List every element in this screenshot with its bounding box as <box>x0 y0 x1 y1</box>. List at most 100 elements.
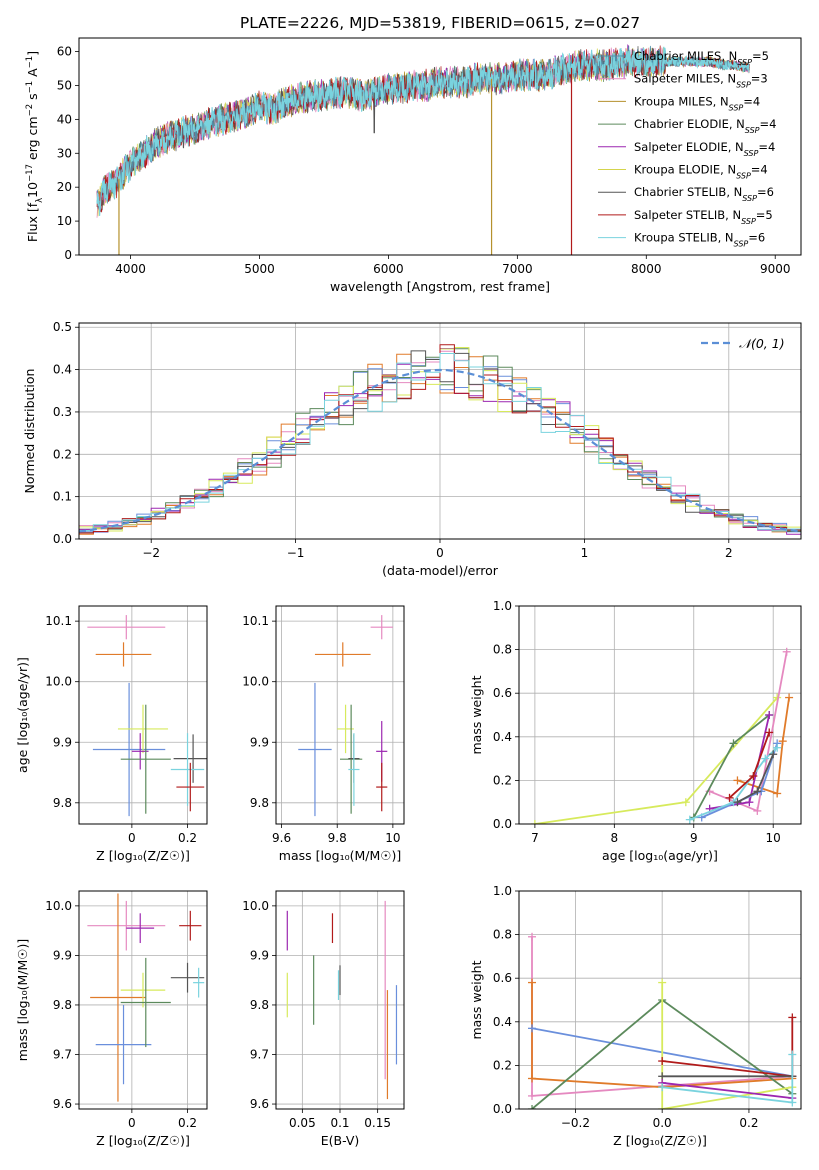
legend-sub: SSP <box>736 80 751 89</box>
spectrum-xlabel: wavelength [Angstrom, rest frame] <box>330 279 550 294</box>
age_vs_Z-axes: 0 0.2 9.8 9.9 10.0 10.1 Z [log₁₀(Z/Z☉)] age [lo… <box>15 606 207 863</box>
y-tick-label: 0.3 <box>53 405 72 419</box>
legend-sub: SSP <box>745 126 760 135</box>
ylabel-part: −1 <box>25 56 35 69</box>
weight_vs_Z-lines <box>528 932 797 1109</box>
x-tick-label: 10 <box>385 831 400 845</box>
y-tick-label: 1.0 <box>493 884 512 898</box>
y-tick-label: 0.4 <box>53 363 72 377</box>
legend-text: =5 <box>752 49 769 63</box>
y-tick-label: 9.8 <box>53 998 72 1012</box>
x-tick-label: 0 <box>128 831 136 845</box>
x-tick-label: 4000 <box>115 262 146 276</box>
legend-label-salpeter_miles: Salpeter MILES, NSSP=3 <box>634 72 768 90</box>
y-tick-label: 0.6 <box>493 686 512 700</box>
x-tick-label: −0.2 <box>561 1116 590 1130</box>
spectrum-frame <box>78 37 802 256</box>
residuals-frame <box>78 322 802 540</box>
legend-text: Kroupa MILES, N <box>634 94 729 108</box>
x-tick-label: 9000 <box>760 262 791 276</box>
y-tick-label: 10.0 <box>45 899 72 913</box>
mass_vs_ebv-frame <box>275 890 405 1110</box>
legend-label-chabrier_elodie: Chabrier ELODIE, NSSP=4 <box>634 117 776 135</box>
legend-sub: SSP <box>742 194 757 203</box>
y-tick-label: 0.4 <box>493 1015 512 1029</box>
y-tick-label: 0.8 <box>493 928 512 942</box>
legend-sub: SSP <box>737 58 752 67</box>
legend-label-chabrier_stelib: Chabrier STELIB, NSSP=6 <box>634 185 774 203</box>
legend-sub: SSP <box>744 148 759 157</box>
ylabel-part: Flux [f <box>25 202 40 242</box>
legend-text: Salpeter STELIB, N <box>634 208 741 222</box>
y-tick-label: 10.0 <box>242 675 269 689</box>
legend-label-kroupa_miles: Kroupa MILES, NSSP=4 <box>634 94 760 112</box>
x-tick-label: 0.05 <box>289 1116 316 1130</box>
legend-text: =3 <box>751 72 768 86</box>
spectrum-ylabel: Flux [fλ10−17 erg cm−2 s−1 A−1] <box>25 51 45 242</box>
legend-text: Chabrier STELIB, N <box>634 185 742 199</box>
legend-sub: SSP <box>736 171 751 180</box>
y-tick-label: 10.1 <box>242 614 269 628</box>
x-tick-label: 8000 <box>631 262 662 276</box>
y-tick-label: 1.0 <box>493 599 512 613</box>
age_vs_Z-frame <box>78 605 208 825</box>
y-tick-label: 30 <box>57 146 72 160</box>
y-tick-label: 10.1 <box>45 614 72 628</box>
weight-line-yellow <box>661 982 793 1109</box>
weight_vs_age-xlabel: age [log₁₀(age/yr)] <box>602 848 718 863</box>
residuals-ylabel: Normed distribution <box>22 369 37 494</box>
y-tick-label: 40 <box>57 112 72 126</box>
x-tick-label: −2 <box>142 546 160 560</box>
legend-text: Salpeter MILES, N <box>634 72 736 86</box>
x-tick-label: 9.6 <box>272 831 291 845</box>
y-tick-label: 60 <box>57 45 72 59</box>
weight_vs_age-lines <box>530 647 794 824</box>
x-tick-label: 0.0 <box>653 1116 672 1130</box>
mass_vs_Z-axes: 0 0.2 9.6 9.7 9.8 9.9 10.0 Z [log₁₀(Z/Z☉)] mass … <box>15 891 207 1148</box>
y-tick-label: 0.1 <box>53 490 72 504</box>
legend-text: Kroupa ELODIE, N <box>634 163 736 177</box>
legend-text: =6 <box>748 231 765 245</box>
legend-text: =4 <box>760 117 777 131</box>
legend-text: Chabrier MILES, N <box>634 49 737 63</box>
y-tick-label: 0.2 <box>53 447 72 461</box>
residual-histograms <box>79 344 801 535</box>
x-tick-label: 0.15 <box>364 1116 391 1130</box>
legend-text: Kroupa STELIB, N <box>634 231 734 245</box>
residuals-xlabel: (data-model)/error <box>382 563 499 578</box>
mass_vs_Z-frame <box>78 890 208 1110</box>
age_vs_mass-points <box>298 615 393 817</box>
legend-sub: SSP <box>734 239 749 248</box>
y-tick-label: 9.7 <box>53 1048 72 1062</box>
x-tick-label: 0.1 <box>330 1116 349 1130</box>
legend-text: =4 <box>743 94 760 108</box>
ylabel-part: s <box>25 93 40 104</box>
weight-line-orange <box>737 697 790 795</box>
legend-text: Salpeter ELODIE, N <box>634 140 744 154</box>
y-tick-label: 0.6 <box>493 971 512 985</box>
y-tick-label: 9.6 <box>53 1097 72 1111</box>
y-tick-label: 9.6 <box>250 1097 269 1111</box>
ylabel-part: −17 <box>25 164 35 182</box>
y-tick-label: 10 <box>57 214 72 228</box>
y-tick-label: 0.8 <box>493 643 512 657</box>
x-tick-label: 0 <box>436 546 444 560</box>
spectrum-axes: 4000 5000 6000 7000 8000 9000 0 10 20 30 40 50 60 wav… <box>57 45 791 294</box>
age_vs_Z-xlabel: Z [log₁₀(Z/Z☉)] <box>96 848 190 863</box>
legend-label-kroupa_stelib: Kroupa STELIB, NSSP=6 <box>634 231 765 249</box>
ylabel-part: −1 <box>25 81 35 94</box>
y-tick-label: 20 <box>57 180 72 194</box>
y-tick-label: 0.0 <box>53 532 72 546</box>
panels: 4000 5000 6000 7000 8000 90000102030405060wav… <box>15 37 802 1148</box>
age_vs_Z-ylabel: age [log₁₀(age/yr)] <box>15 657 30 773</box>
x-tick-label: 6000 <box>373 262 404 276</box>
mass_vs_ebv-axes: 0.05 0.1 0.15 9.6 9.7 9.8 9.9 10.0 E(B-V) <box>242 891 404 1148</box>
legend-label-salpeter_stelib: Salpeter STELIB, NSSP=5 <box>634 208 773 226</box>
y-tick-label: 0 <box>64 248 72 262</box>
x-tick-label: 2 <box>725 546 733 560</box>
y-tick-label: 9.9 <box>250 735 269 749</box>
spectrum-lines <box>96 44 750 255</box>
y-tick-label: 0.0 <box>493 1102 512 1116</box>
legend-label-salpeter_elodie: Salpeter ELODIE, NSSP=4 <box>634 140 775 158</box>
